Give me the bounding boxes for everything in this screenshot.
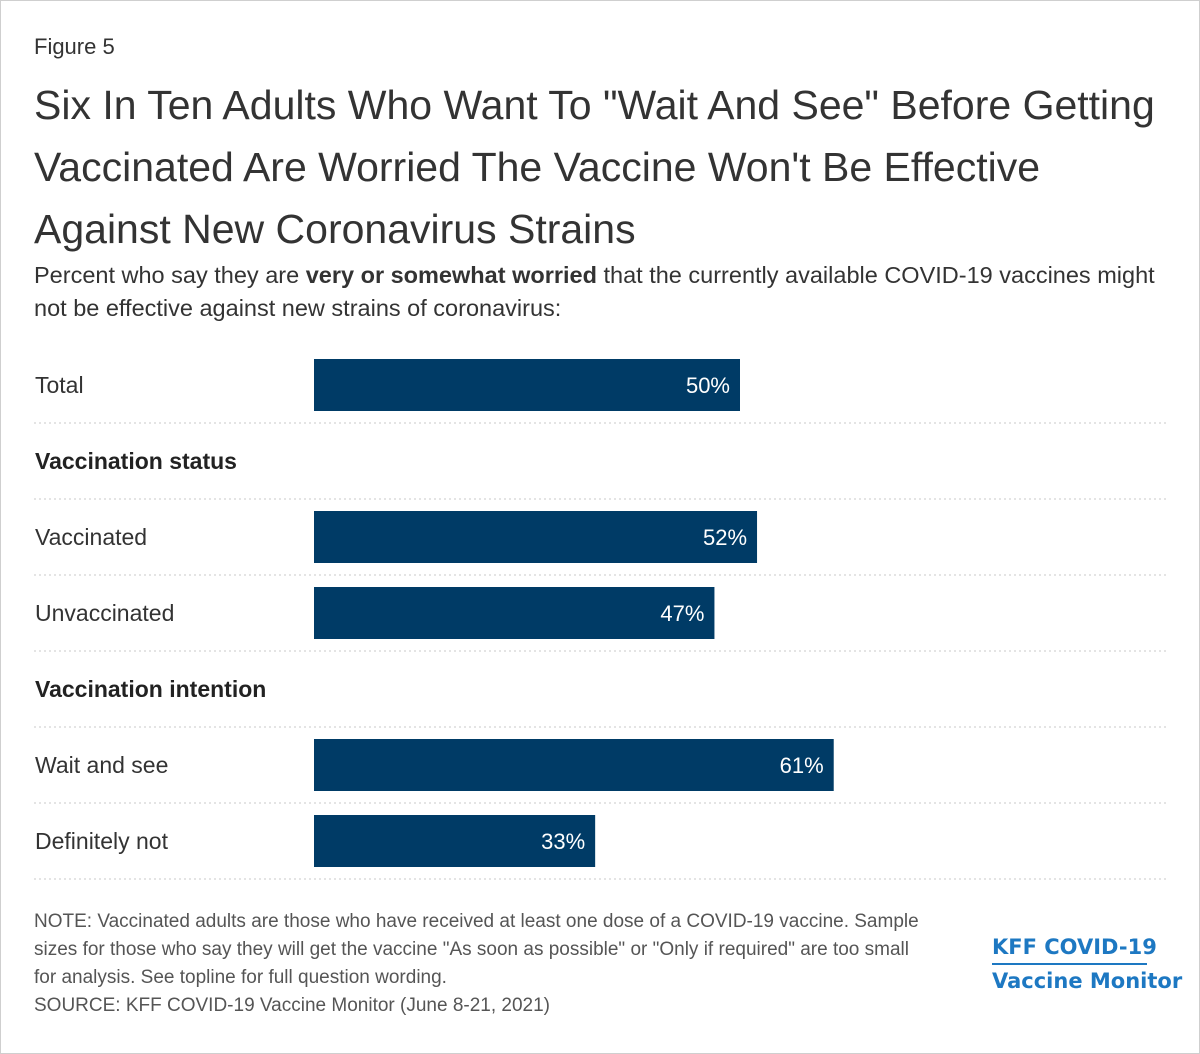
bar-definitely-not xyxy=(314,815,596,867)
brand-logo: KFF COVID-19 Vaccine Monitor xyxy=(992,930,1182,998)
category-label-definitely-not: Definitely not xyxy=(35,828,169,854)
chart-subtitle: Percent who say they are very or somewha… xyxy=(34,259,1174,325)
bar-chart: Total 50% Vaccination status Vaccinated 52% U… xyxy=(34,359,1166,880)
bar-total xyxy=(314,359,740,411)
data-label-total: 50% xyxy=(686,373,730,398)
data-label-unvaccinated: 47% xyxy=(660,601,704,626)
subtitle-text-after: that the currently available COVID-19 va… xyxy=(34,262,1155,321)
subtitle-text-before: Percent who say they are xyxy=(34,262,306,288)
source-text: SOURCE: KFF COVID-19 Vaccine Monitor (Ju… xyxy=(34,995,551,1016)
data-label-vaccinated: 52% xyxy=(703,525,747,550)
category-label-total: Total xyxy=(35,372,84,398)
brand-line-1: KFF COVID-19 xyxy=(992,935,1157,959)
bar-wait-and-see xyxy=(314,739,834,791)
subtitle-text-bold: very or somewhat worried xyxy=(305,262,597,288)
footnote: NOTE: Vaccinated adults are those who ha… xyxy=(34,908,934,1020)
category-label-vaccinated: Vaccinated xyxy=(35,524,147,550)
bar-unvaccinated xyxy=(314,587,715,639)
brand-underline xyxy=(992,963,1147,965)
brand-line-2: Vaccine Monitor xyxy=(992,969,1183,993)
group-header-vaccination-status: Vaccination status xyxy=(35,448,237,474)
chart-title: Six In Ten Adults Who Want To "Wait And … xyxy=(34,82,1155,252)
category-label-unvaccinated: Unvaccinated xyxy=(35,600,174,626)
bar-vaccinated xyxy=(314,511,758,563)
data-label-wait-and-see: 61% xyxy=(780,753,824,778)
category-label-wait-and-see: Wait and see xyxy=(35,752,168,778)
note-text: NOTE: Vaccinated adults are those who ha… xyxy=(34,911,919,988)
group-header-vaccination-intention: Vaccination intention xyxy=(35,676,266,702)
figure-label: Figure 5 xyxy=(34,34,115,59)
data-label-definitely-not: 33% xyxy=(541,829,585,854)
